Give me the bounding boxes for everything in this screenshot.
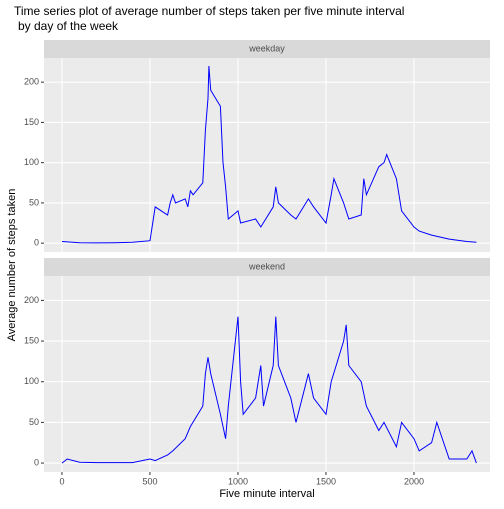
y-tick-label: 150 xyxy=(24,335,39,345)
chart-title: Time series plot of average number of st… xyxy=(14,4,404,18)
x-tick-label: 1500 xyxy=(316,476,336,486)
y-tick-label: 0 xyxy=(34,457,39,467)
series-line xyxy=(61,316,477,464)
panel xyxy=(44,276,490,472)
y-axis-label: Average number of steps taken xyxy=(6,189,18,342)
y-tick-label: 200 xyxy=(24,77,39,87)
x-tick-label: 0 xyxy=(59,476,64,486)
strip xyxy=(44,40,490,58)
strip-label: weekday xyxy=(248,43,285,53)
chart-title: by day of the week xyxy=(18,19,119,33)
y-tick-label: 50 xyxy=(29,417,39,427)
y-tick-label: 100 xyxy=(24,157,39,167)
x-tick-label: 1000 xyxy=(228,476,248,486)
y-tick-label: 100 xyxy=(24,376,39,386)
x-axis-label: Five minute interval xyxy=(219,488,314,500)
x-tick-label: 2000 xyxy=(404,476,424,486)
panel xyxy=(44,58,490,252)
y-tick-label: 0 xyxy=(34,238,39,248)
y-tick-label: 200 xyxy=(24,295,39,305)
strip xyxy=(44,258,490,276)
y-tick-label: 50 xyxy=(29,197,39,207)
y-tick-label: 150 xyxy=(24,117,39,127)
strip-label: weekend xyxy=(248,261,285,271)
x-tick-label: 500 xyxy=(142,476,157,486)
series-line xyxy=(61,65,477,244)
